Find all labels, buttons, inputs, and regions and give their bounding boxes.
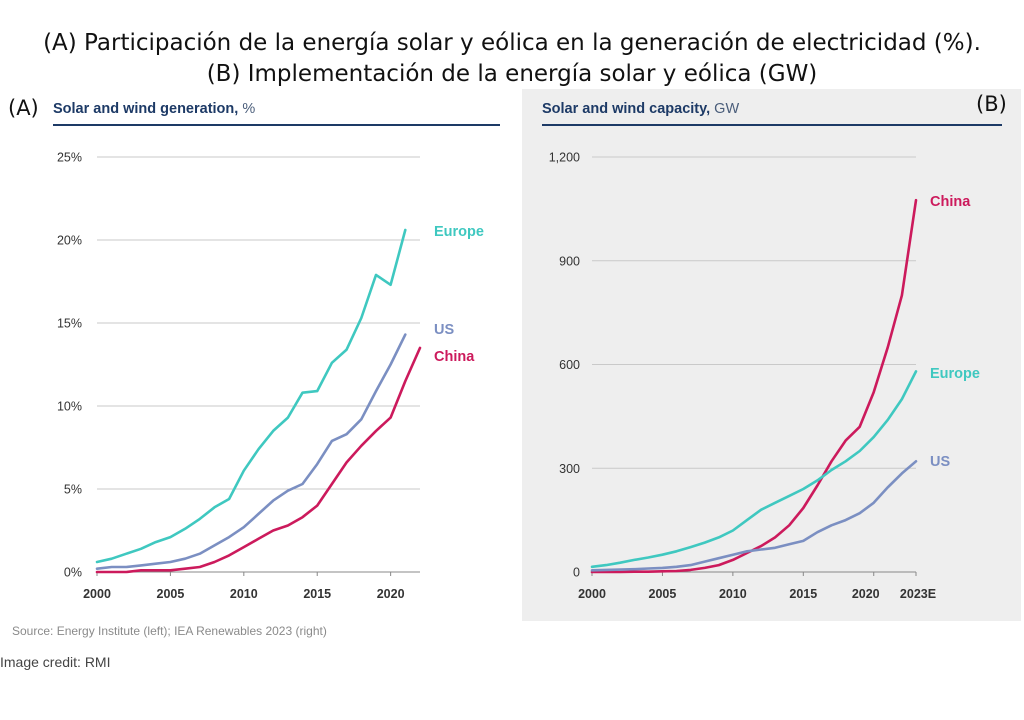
chart-a-title-text: Solar and wind generation, (53, 101, 239, 117)
panel-b-background (522, 89, 1021, 621)
source-note: Source: Energy Institute (left); IEA Ren… (12, 624, 327, 638)
chart-b-x-tick-label: 2020 (852, 587, 880, 601)
chart-a-x-tick-label: 2005 (157, 587, 185, 601)
chart-a-series-china-line (95, 346, 422, 574)
chart-b-title-unit: GW (714, 101, 740, 117)
chart-b-series-us-label: US (930, 454, 950, 470)
chart-b-series-us-line (590, 459, 918, 572)
chart-b-title: Solar and wind capacity, GW (542, 101, 739, 117)
chart-b-y-tick-label: 300 (559, 462, 580, 476)
chart-a-y-tick-label: 20% (57, 234, 82, 248)
chart-b-y-tick-label: 0 (573, 566, 580, 580)
chart-a-x-tick-label: 2015 (303, 587, 331, 601)
chart-a-x-tick-label: 2020 (377, 587, 405, 601)
chart-b-x-tick-label: 2023E (900, 587, 936, 601)
chart-a-series-europe-line (95, 228, 407, 564)
panel-b-label: (B) (976, 92, 1007, 116)
chart-a-series-china-label: China (434, 349, 475, 365)
chart-b-y-tick-label: 600 (559, 358, 580, 372)
chart-b-title-text: Solar and wind capacity, (542, 101, 711, 117)
chart-b-x-tick-label: 2015 (789, 587, 817, 601)
main-title-line-1: (A) Participación de la energía solar y … (43, 30, 981, 56)
chart-a-title-rule (53, 124, 500, 126)
chart-b-series-europe-line (590, 370, 918, 569)
panel-a-label: (A) (8, 96, 39, 120)
chart-b-x-tick-label: 2010 (719, 587, 747, 601)
chart-a-y-tick-label: 10% (57, 400, 82, 414)
chart-a-x-tick-label: 2010 (230, 587, 258, 601)
chart-b-series-europe-label: Europe (930, 366, 980, 382)
chart-b-x-tick-label: 2000 (578, 587, 606, 601)
chart-b-y-tick-label: 900 (559, 254, 580, 268)
chart-a-title-unit: % (242, 101, 256, 117)
chart-b-y-tick-label: 1,200 (549, 151, 580, 165)
main-title-line-2: (B) Implementación de la energía solar y… (206, 61, 818, 87)
chart-a-series-us-line (95, 333, 407, 571)
chart-b-title-rule (542, 124, 1002, 126)
chart-a-series-us-label: US (434, 322, 454, 338)
chart-a-series-europe-label: Europe (434, 224, 484, 240)
chart-a-y-tick-label: 15% (57, 317, 82, 331)
chart-a-y-tick-label: 5% (64, 483, 82, 497)
chart-b-series-china-label: China (930, 194, 971, 210)
chart-a-y-tick-label: 25% (57, 151, 82, 165)
image-credit: Image credit: RMI (0, 654, 111, 670)
chart-b-x-tick-label: 2005 (649, 587, 677, 601)
chart-a-y-tick-label: 0% (64, 566, 82, 580)
chart-a-x-tick-label: 2000 (83, 587, 111, 601)
chart-a-title: Solar and wind generation, % (53, 101, 255, 117)
